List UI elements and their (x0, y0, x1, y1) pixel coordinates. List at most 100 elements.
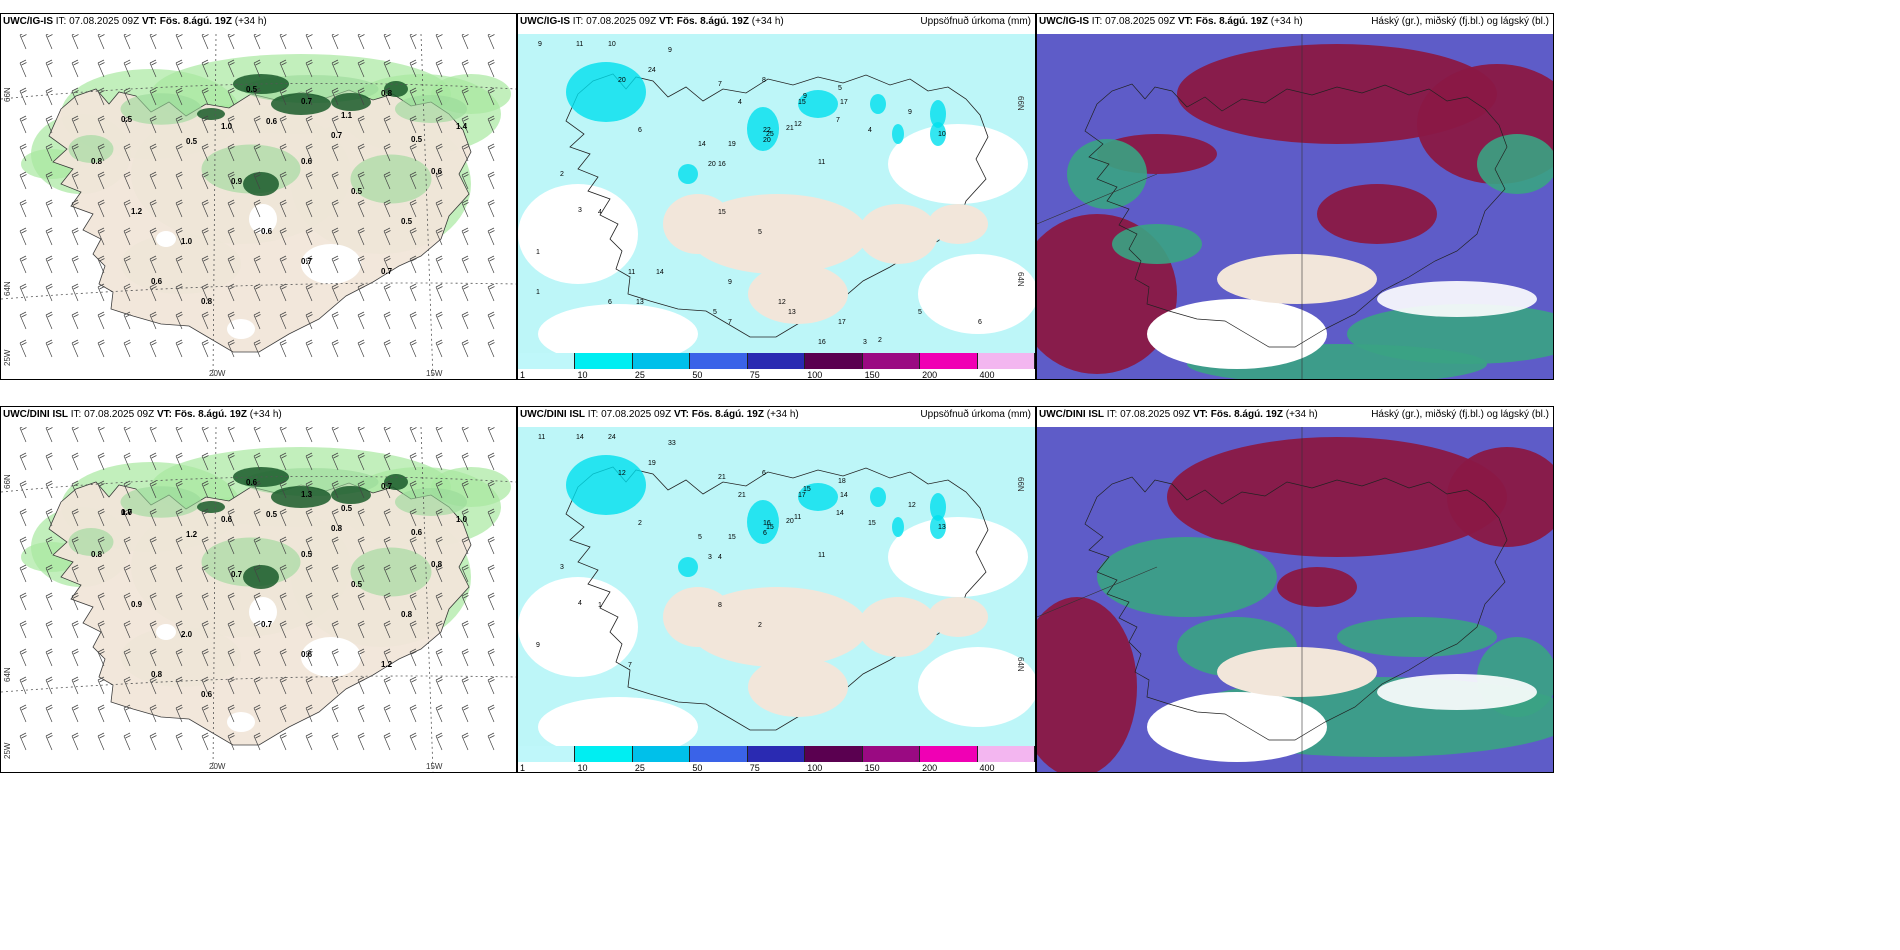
precip-value: 1.2 (131, 207, 143, 216)
precip-total: 5 (918, 309, 922, 316)
wind-barb (201, 536, 209, 555)
wind-barb (305, 676, 313, 695)
lat-label-64n: 64N (3, 281, 12, 296)
precip-value: 1.2 (186, 530, 198, 539)
wind-barb (357, 592, 365, 611)
wind-barb (45, 732, 53, 751)
precip-total: 5 (838, 85, 842, 92)
wind-barb (227, 564, 235, 583)
wind-barb (305, 143, 313, 162)
colorbar-segment (747, 353, 806, 369)
precip-value: 0.8 (431, 560, 443, 569)
wind-barb (175, 732, 183, 751)
precip-total: 17 (838, 319, 846, 326)
precip-value: 0.5 (266, 510, 278, 519)
precip-total: 2 (638, 520, 642, 527)
precip-value: 0.8 (151, 670, 163, 679)
wind-barb (149, 34, 157, 50)
wind-barb (123, 87, 131, 106)
wind-barb (279, 620, 287, 639)
wind-barb (45, 620, 53, 639)
colorbar-tick: 200 (922, 763, 938, 773)
wind-barb (45, 34, 53, 50)
wind-barb (175, 564, 183, 583)
wind-barb (357, 339, 365, 358)
wind-barb (331, 480, 339, 499)
wind-barb (461, 508, 469, 527)
colorbar-segment (518, 746, 576, 762)
wind-barb (357, 87, 365, 106)
wind-barb (45, 87, 53, 106)
precip-value: 0.9 (131, 600, 143, 609)
wind-barb (71, 339, 79, 358)
precip-value: 0.7 (231, 570, 243, 579)
precip-value: 0.8 (91, 157, 103, 166)
precip-total: 3 (560, 564, 564, 571)
wind-barb (461, 339, 469, 358)
precip-total: 5 (713, 309, 717, 316)
wind-barb (383, 704, 391, 723)
precip-total: 14 (576, 434, 584, 441)
precip-total: 7 (836, 117, 840, 124)
wind-barb (175, 227, 183, 246)
precip-total: 22 (763, 127, 771, 134)
wind-barb (331, 536, 339, 555)
precip-value: 0.7 (301, 97, 313, 106)
wind-barb (97, 676, 105, 695)
wind-barb (123, 648, 131, 667)
precip-total: 20 (786, 518, 794, 525)
precip-value: 0.6 (301, 157, 313, 166)
wind-barb (175, 508, 183, 527)
wind-barb (487, 143, 495, 162)
wind-barb (409, 283, 417, 302)
colorbar-segment (518, 353, 576, 369)
wind-barb (279, 427, 287, 443)
wind-barb (19, 480, 27, 499)
wind-barb (253, 143, 261, 162)
wind-barb (331, 255, 339, 274)
wind-barb (461, 676, 469, 695)
wind-barb (175, 283, 183, 302)
wind-barb (409, 427, 417, 443)
wind-barb (409, 592, 417, 611)
wind-barb (409, 227, 417, 246)
wind-barb (253, 592, 261, 611)
wind-barb (253, 564, 261, 583)
precip-total: 20 (708, 161, 716, 168)
precip-value: 0.6 (411, 528, 423, 537)
colorbar-tick: 400 (979, 763, 995, 773)
precip-total: 4 (598, 209, 602, 216)
wind-barb (97, 283, 105, 302)
wind-barb (201, 115, 209, 134)
wind-barb (71, 255, 79, 274)
precip-total: 4 (578, 600, 582, 607)
wind-barb (45, 452, 53, 471)
wind-barb (45, 115, 53, 134)
wind-barb (253, 199, 261, 218)
precip-total: 10 (938, 131, 946, 138)
wind-barb (149, 620, 157, 639)
wind-barb (71, 34, 79, 50)
wind-barb (331, 508, 339, 527)
precip-value: 1.3 (301, 490, 313, 499)
wind-barb (71, 227, 79, 246)
wind-barb (357, 676, 365, 695)
panel-accum-precip-igis: UWC/IG-IS IT: 07.08.2025 09Z VT: Fös. 8.… (517, 13, 1036, 380)
precip-total: 20 (618, 77, 626, 84)
wind-barb (331, 732, 339, 751)
wind-barb (331, 227, 339, 246)
wind-barb (227, 536, 235, 555)
precip-total: 24 (648, 67, 656, 74)
wind-barb (357, 115, 365, 134)
wind-barb (227, 34, 235, 50)
wind-barb (149, 676, 157, 695)
wind-barb (331, 564, 339, 583)
wind-barb (19, 59, 27, 78)
colorbar-segment (575, 353, 633, 369)
wind-barb (45, 508, 53, 527)
wind-barb (435, 564, 443, 583)
wind-barb (279, 564, 287, 583)
precip-total: 6 (608, 299, 612, 306)
colorbar-tick: 400 (979, 370, 995, 380)
